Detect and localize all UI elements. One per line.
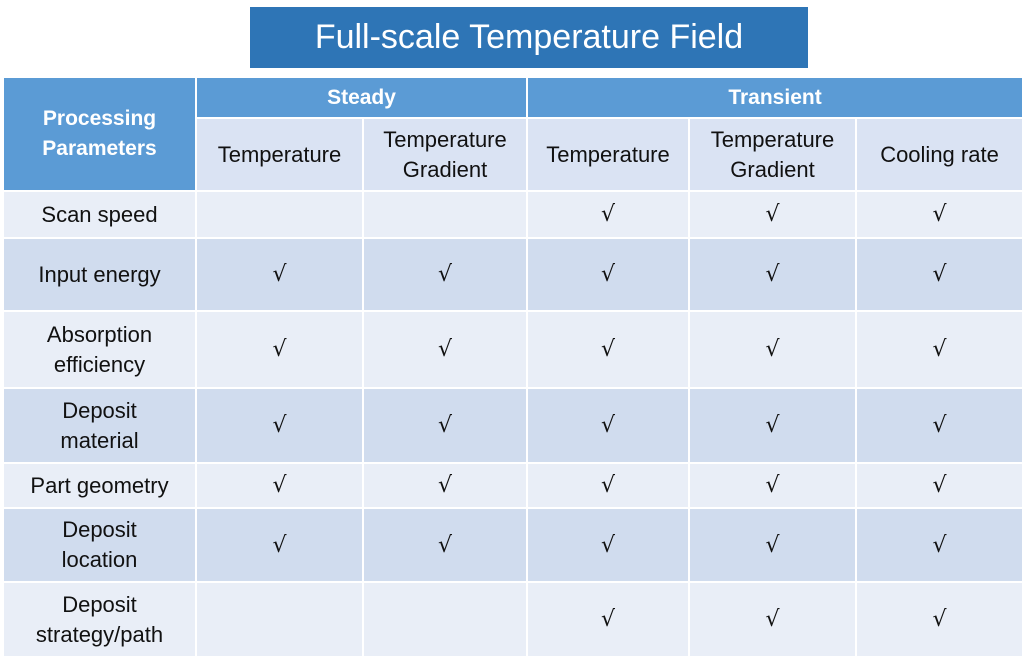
check-cell: √: [362, 507, 528, 583]
column-header: Cooling rate: [854, 117, 1024, 192]
column-header: Temperature Gradient: [688, 117, 857, 192]
row-label: Scan speed: [41, 201, 158, 227]
row-label: Part geometry: [30, 472, 169, 498]
check-cell: √: [195, 462, 364, 509]
check-cell: √: [526, 387, 690, 464]
group-header: Transient: [525, 76, 1024, 119]
check-cell: √: [526, 190, 690, 239]
check-cell: [362, 581, 528, 658]
check-cell: √: [854, 462, 1024, 509]
check-cell: √: [362, 237, 528, 312]
check-cell: [362, 190, 528, 239]
row-label: Deposit material: [60, 397, 139, 453]
table-row: Scan speed √ √ √: [2, 190, 1024, 239]
check-cell: √: [688, 237, 857, 312]
check-cell: √: [688, 387, 857, 464]
check-cell: √: [195, 507, 364, 583]
table-row: Absorption efficiency √ √ √ √ √: [2, 310, 1024, 389]
table-row: Input energy √ √ √ √ √: [2, 237, 1024, 312]
parameter-table: Processing Parameters Steady Transient T…: [2, 76, 1024, 658]
corner-text: Processing Parameters: [42, 107, 157, 160]
group-header: Steady: [195, 76, 528, 119]
check-cell: √: [526, 507, 690, 583]
check-cell: √: [362, 462, 528, 509]
row-label-cell: Part geometry: [2, 462, 197, 509]
row-label-cell: Absorption efficiency: [2, 310, 197, 389]
check-cell: √: [688, 310, 857, 389]
column-header-text: Temperature: [546, 141, 670, 167]
check-cell: √: [526, 462, 690, 509]
row-label-cell: Scan speed: [2, 190, 197, 239]
check-cell: [195, 190, 364, 239]
column-header: Temperature: [526, 117, 690, 192]
column-header-text: Cooling rate: [880, 141, 999, 167]
check-cell: √: [362, 310, 528, 389]
table-row: Part geometry √ √ √ √ √: [2, 462, 1024, 509]
check-cell: √: [688, 507, 857, 583]
column-header: Temperature: [195, 117, 364, 192]
row-label-cell: Deposit location: [2, 507, 197, 583]
table-row: Deposit strategy/path √ √ √: [2, 581, 1024, 658]
check-cell: √: [688, 581, 857, 658]
check-cell: √: [854, 237, 1024, 312]
row-label: Absorption efficiency: [46, 321, 153, 377]
title: Full-scale Temperature Field: [250, 7, 808, 68]
check-cell: √: [362, 387, 528, 464]
check-cell: [195, 581, 364, 658]
check-cell: √: [854, 310, 1024, 389]
check-cell: √: [854, 507, 1024, 583]
row-label: Deposit strategy/path: [35, 591, 164, 647]
check-cell: √: [526, 581, 690, 658]
corner-header: Processing Parameters: [2, 76, 197, 192]
column-header-text: Temperature Gradient: [710, 126, 835, 182]
check-cell: √: [195, 387, 364, 464]
column-header-text: Temperature Gradient: [383, 126, 507, 182]
row-label-cell: Deposit strategy/path: [2, 581, 197, 658]
table-row: Deposit location √ √ √ √ √: [2, 507, 1024, 583]
check-cell: √: [854, 387, 1024, 464]
check-cell: √: [854, 190, 1024, 239]
column-header: Temperature Gradient: [362, 117, 528, 192]
table-row: Deposit material √ √ √ √ √: [2, 387, 1024, 464]
check-cell: √: [195, 237, 364, 312]
column-header-text: Temperature: [217, 141, 342, 167]
check-cell: √: [195, 310, 364, 389]
check-cell: √: [526, 237, 690, 312]
check-cell: √: [688, 462, 857, 509]
row-label: Input energy: [38, 261, 161, 287]
check-cell: √: [688, 190, 857, 239]
row-label: Deposit location: [61, 517, 138, 572]
row-label-cell: Deposit material: [2, 387, 197, 464]
check-cell: √: [854, 581, 1024, 658]
row-label-cell: Input energy: [2, 237, 197, 312]
check-cell: √: [526, 310, 690, 389]
